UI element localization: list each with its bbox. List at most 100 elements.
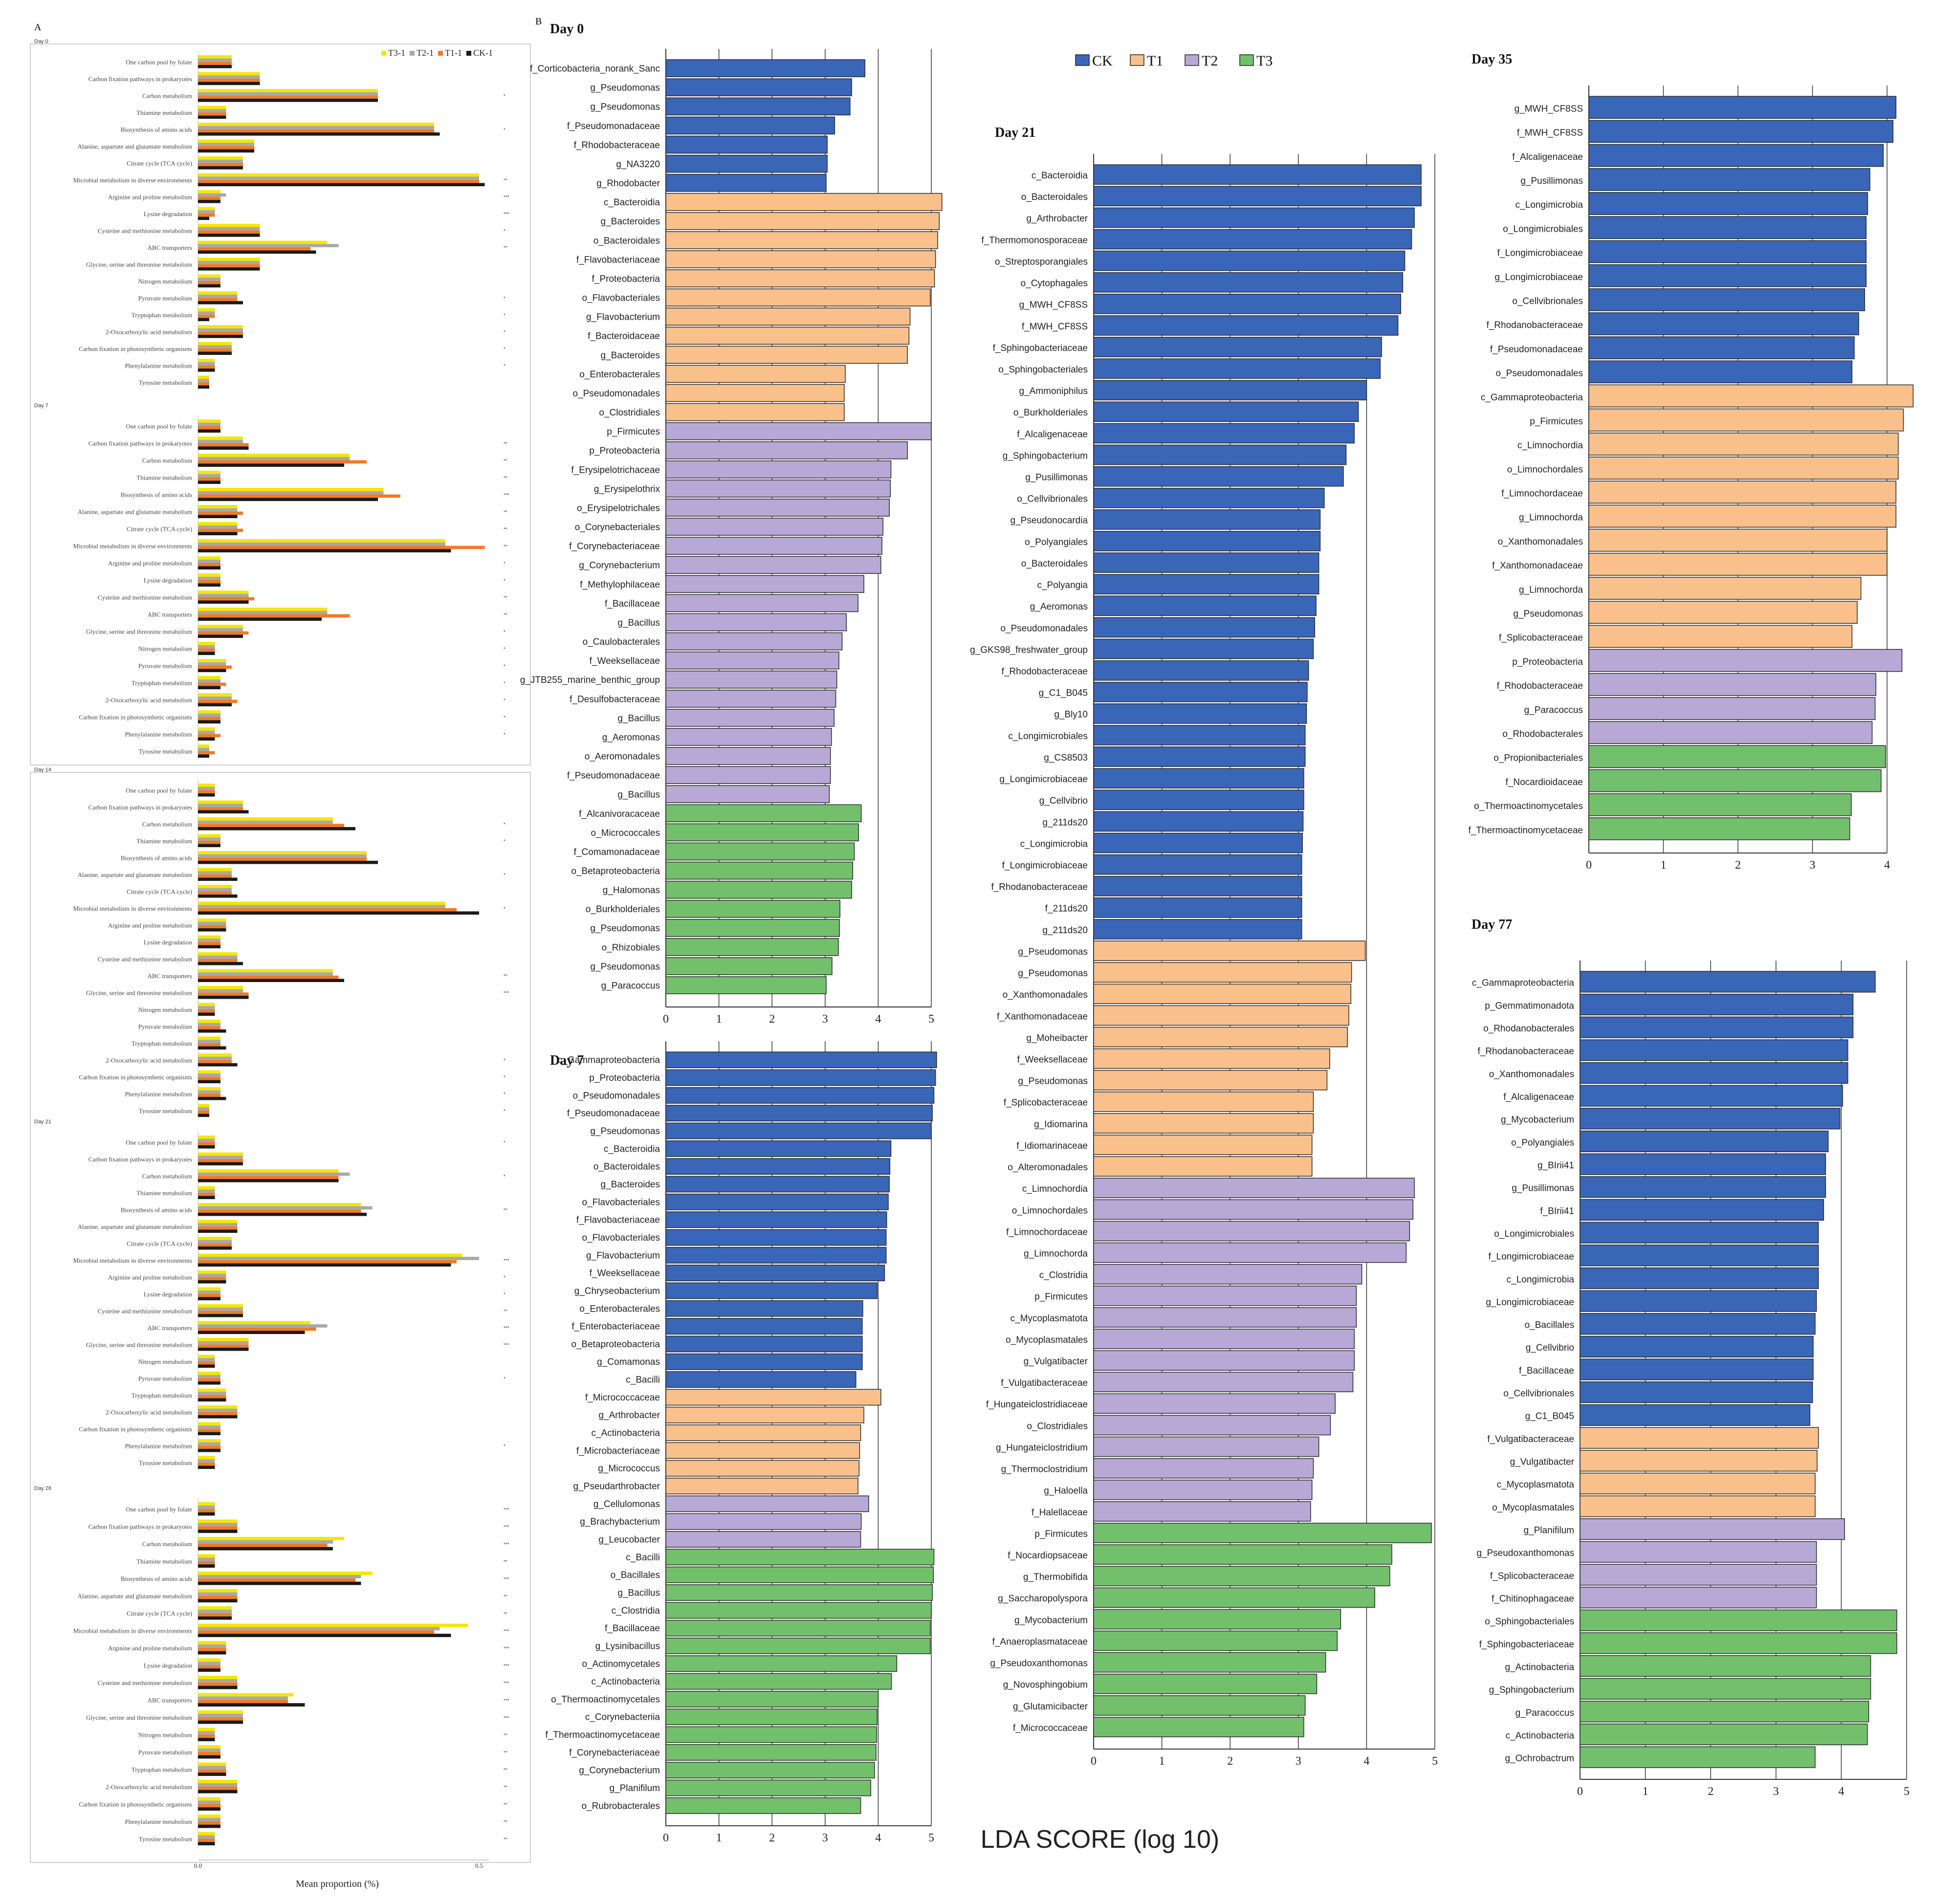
lda-bar: [666, 1460, 859, 1476]
panel-a-bar: [198, 1415, 238, 1419]
panel-a-bar: [198, 1381, 220, 1385]
panel-a-category-label: Pyruvate metabolism: [138, 662, 192, 670]
lda-category-label: g_Moheibacter: [1026, 1033, 1088, 1043]
panel-a-category-label: Alanine, aspartate and glutamate metabol…: [78, 1593, 192, 1600]
lda-bar: [1580, 1747, 1815, 1768]
panel-a-bar: [198, 1575, 361, 1578]
panel-a-bar: [198, 1023, 220, 1027]
lda-bar: [666, 1656, 897, 1671]
lda-bar: [1580, 1610, 1897, 1631]
panel-a-significance: ***: [504, 1525, 509, 1530]
panel-a-bar: [198, 359, 215, 362]
panel-a-significance: ***: [504, 1715, 509, 1721]
panel-a-bar: [198, 1463, 215, 1466]
lda-bar: [1094, 984, 1351, 1004]
panel-a-bar: [198, 793, 215, 797]
panel-a-label: A: [34, 22, 42, 33]
lda-category-label: o_Flavobacteriales: [582, 1233, 660, 1243]
panel-a-bar: [198, 546, 485, 549]
panel-a-bar: [198, 972, 333, 976]
lda-category-label: o_Corynebacteriales: [575, 523, 660, 533]
lda-category-label: g_Bacteroides: [601, 217, 660, 227]
lda-category-label: p_Proteobacteria: [589, 1073, 660, 1083]
lda-bar: [666, 1052, 937, 1068]
lda-category-label: g_Vulgatibacter: [1024, 1357, 1088, 1367]
lda-category-label: f_BIrii41: [1540, 1206, 1574, 1216]
panel-a-bar: [198, 1361, 215, 1365]
panel-a-category-label: Tyrosine metabolism: [139, 748, 192, 755]
lda-category-label: c_Actinobacteria: [1506, 1730, 1575, 1741]
lda-category-label: g_Mycobacterium: [1501, 1115, 1574, 1125]
lda-category-label: o_Cellvibrionales: [1503, 1389, 1574, 1399]
lda-category-label: g_Glutamicibacter: [1013, 1702, 1088, 1712]
panel-a-bar: [198, 1838, 215, 1842]
panel-a-bar: [198, 227, 260, 231]
panel-a-bar: [198, 851, 367, 854]
lda-bar: [1589, 457, 1898, 479]
panel-a-category-label: Lysine degradation: [144, 1291, 193, 1298]
lda-category-label: o_Limnochordales: [1012, 1205, 1088, 1216]
panel-a-bar: [198, 474, 220, 478]
lda-bar: [1094, 1157, 1312, 1176]
panel-a-bar: [198, 1060, 232, 1063]
lda-category-label: g_Pseudoxanthomonas: [1476, 1548, 1574, 1558]
lda-category-label: f_Corynebacteriaceae: [569, 542, 660, 552]
panel-a-bar: [198, 784, 215, 787]
panel-a-bar: [198, 419, 220, 423]
panel-a-bar: [198, 1009, 215, 1013]
lda-xtick: 5: [928, 1832, 934, 1844]
lda-category-label: o_Micrococcales: [591, 828, 660, 838]
panel-a-category-label: ABC transporters: [148, 1697, 192, 1704]
panel-a-category-label: Nitrogen metabolism: [138, 1731, 192, 1739]
panel-a-category-label: Phenylalanine metabolism: [125, 1818, 192, 1825]
panel-a-bar: [198, 700, 238, 703]
lda-bar: [666, 652, 839, 669]
panel-a-significance: *: [504, 839, 505, 844]
lda-bar: [1094, 510, 1320, 529]
lda-bar: [1094, 1653, 1326, 1672]
panel-a-bar: [198, 580, 220, 584]
panel-a-bar: [198, 1547, 333, 1551]
panel-a-bar: [198, 250, 316, 254]
panel-a-bar: [198, 1728, 215, 1731]
panel-a-bar: [198, 888, 232, 892]
panel-a-category-label: Microbial metabolism in diverse environm…: [73, 543, 192, 550]
lda-bar: [666, 499, 889, 516]
lda-bar: [666, 613, 846, 631]
panel-a-bar: [198, 962, 243, 965]
lda-bar: [666, 442, 907, 459]
lda-bar: [666, 1389, 881, 1405]
panel-a-bar: [198, 844, 220, 847]
panel-a-bar: [198, 1331, 305, 1334]
lda-category-label: g_Longimicrobiaceae: [999, 774, 1088, 785]
panel-a-bar: [198, 1429, 220, 1432]
panel-a-bar: [198, 264, 260, 267]
panel-a-category-label: Nitrogen metabolism: [138, 1006, 192, 1013]
panel-a-category-label: Carbon fixation pathways in prokaryotes: [88, 440, 192, 447]
lda-bar: [666, 1798, 861, 1814]
panel-a-bar: [198, 1710, 243, 1714]
lda-bar: [1094, 833, 1302, 853]
lda-bar: [1094, 1286, 1356, 1306]
lda-category-label: f_MWH_CF8SS: [1022, 322, 1088, 332]
panel-a-bar: [198, 748, 209, 751]
panel-a-bar: [198, 614, 350, 618]
lda-category-label: c_Longimicrobiales: [1008, 731, 1088, 742]
lda-bar: [1094, 1372, 1353, 1392]
panel-a-category-label: Phenylalanine metabolism: [125, 1090, 192, 1097]
panel-a-bar: [198, 1651, 226, 1655]
lda-xtick: 2: [769, 1832, 775, 1844]
panel-a-category-label: Carbon fixation in photosynthetic organi…: [79, 714, 192, 721]
lda-bar: [1589, 169, 1870, 191]
lda-xtick: 3: [1773, 1785, 1779, 1798]
lda-category-label: g_Thermobifida: [1023, 1572, 1088, 1582]
panel-a-bar: [198, 308, 215, 312]
lda-bar: [666, 958, 832, 975]
panel-a-category-label: Carbon fixation in photosynthetic organi…: [79, 1801, 192, 1808]
panel-a-bar: [198, 666, 232, 669]
panel-a-bar: [198, 928, 226, 932]
lda-category-label: o_Bacteroidales: [593, 1162, 660, 1172]
panel-a-bar: [198, 1344, 249, 1348]
panel-a-bar: [198, 1321, 310, 1325]
panel-a-category-label: Arginine and proline metabolism: [108, 1644, 192, 1652]
